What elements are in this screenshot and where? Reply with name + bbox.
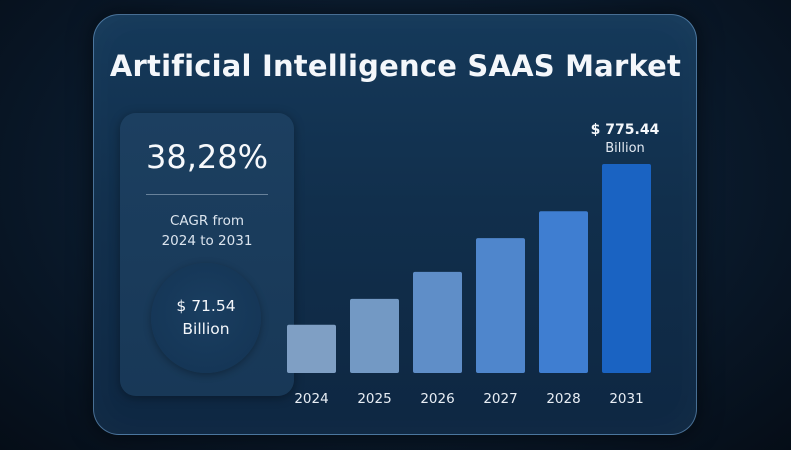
end-value-unit: Billion <box>605 141 645 156</box>
bar-2026 <box>413 271 462 373</box>
x-tick-label-2024: 2024 <box>294 391 328 407</box>
start-value-circle <box>151 263 261 373</box>
x-tick-label-2025: 2025 <box>357 391 391 407</box>
bar-2031 <box>602 164 651 373</box>
start-value-unit: Billion <box>182 320 230 338</box>
x-tick-label-2026: 2026 <box>420 391 454 407</box>
cagr-divider <box>146 194 268 195</box>
chart-title: Artificial Intelligence SAAS Market <box>109 49 682 83</box>
end-value-amount: $ 775.44 <box>591 122 660 138</box>
x-tick-label-2031: 2031 <box>609 391 643 407</box>
bar-2027 <box>476 238 525 373</box>
x-tick-label-2027: 2027 <box>483 391 517 407</box>
cagr-value: 38,28% <box>145 138 268 176</box>
bar-2024 <box>287 324 336 373</box>
x-tick-label-2028: 2028 <box>546 391 580 407</box>
bar-2028 <box>539 211 588 373</box>
cagr-label-line2: 2024 to 2031 <box>161 233 253 249</box>
cagr-label-line1: CAGR from <box>170 213 244 229</box>
start-value-amount: $ 71.54 <box>176 297 236 315</box>
bar-2025 <box>350 298 399 373</box>
